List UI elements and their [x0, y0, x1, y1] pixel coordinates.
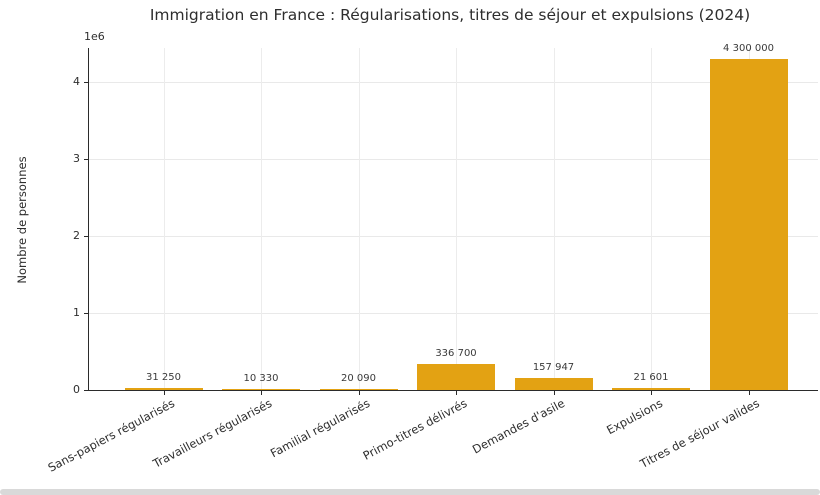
bar-1 — [124, 387, 203, 390]
x-tick-mark — [261, 391, 262, 395]
x-tick-mark — [553, 391, 555, 395]
x-tick-mark — [358, 391, 360, 395]
y-tick-mark — [84, 236, 88, 237]
y-tick-label: 0 — [73, 383, 80, 396]
y-tick-label: 3 — [73, 152, 80, 165]
bar-value-label: 20 090 — [341, 372, 376, 384]
bar-value-label: 31 250 — [146, 371, 181, 383]
bar-5 — [514, 377, 593, 390]
v-gridline — [553, 48, 555, 390]
x-tick-label: Expulsions — [603, 396, 665, 438]
bar-3 — [319, 388, 398, 390]
h-gridline — [89, 236, 818, 237]
x-tick-mark — [651, 391, 652, 395]
y-tick-label: 2 — [73, 229, 80, 242]
y-tick-mark — [84, 313, 88, 314]
y-axis-offset-text: 1e6 — [84, 30, 105, 43]
y-tick-mark — [84, 390, 88, 391]
h-gridline — [89, 82, 818, 83]
bottom-strip — [0, 489, 820, 495]
bar-6 — [612, 388, 690, 390]
v-gridline — [261, 48, 262, 390]
y-tick-mark — [84, 82, 88, 83]
v-gridline — [358, 48, 360, 390]
h-gridline — [89, 313, 818, 314]
x-tick-mark — [748, 391, 750, 395]
x-tick-mark — [456, 391, 457, 395]
chart-title: Immigration en France : Régularisations,… — [149, 6, 751, 24]
x-tick-label: Primo-titres délivrés — [360, 396, 470, 463]
bar-value-label: 21 601 — [633, 372, 669, 384]
bar-value-label: 336 700 — [435, 348, 477, 360]
y-tick-label: 4 — [73, 75, 80, 88]
h-gridline — [89, 159, 818, 160]
v-gridline — [456, 48, 457, 390]
bar-4 — [417, 364, 495, 390]
y-axis-spine — [88, 48, 89, 391]
v-gridline — [651, 48, 652, 390]
bar-value-label: 4 300 000 — [723, 42, 774, 54]
x-axis-spine — [88, 390, 818, 391]
y-tick-mark — [84, 159, 88, 160]
bar-7 — [709, 58, 788, 390]
v-gridline — [163, 48, 165, 390]
x-tick-mark — [163, 391, 165, 395]
bar-value-label: 10 330 — [243, 373, 279, 384]
y-tick-label: 1 — [73, 306, 80, 319]
bar-2 — [222, 389, 300, 390]
y-axis-label: Nombre de personnes — [15, 156, 29, 284]
x-tick-label: Familial régularisés — [267, 396, 373, 461]
bar-value-label: 157 947 — [532, 361, 575, 373]
x-tick-label: Demandes d'asile — [470, 396, 568, 457]
